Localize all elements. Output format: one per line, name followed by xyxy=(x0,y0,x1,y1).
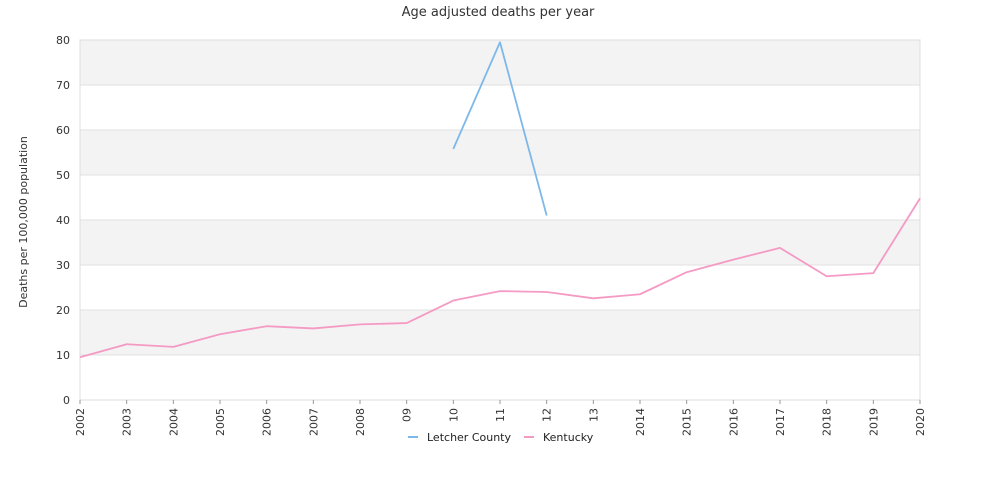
plot-band xyxy=(80,40,920,85)
x-tick-label: 12 xyxy=(541,408,554,422)
data-point xyxy=(778,245,783,250)
x-tick-label: 2006 xyxy=(261,408,274,436)
plot-band xyxy=(80,355,920,400)
data-point xyxy=(124,342,129,347)
data-point xyxy=(311,326,316,331)
plot-band xyxy=(80,220,920,265)
x-tick-label: 2018 xyxy=(821,408,834,436)
x-tick-label: 10 xyxy=(447,408,460,422)
data-point xyxy=(544,290,549,295)
y-tick-label: 40 xyxy=(56,214,70,227)
x-tick-label: 2014 xyxy=(634,408,647,436)
data-point xyxy=(218,332,223,337)
data-point xyxy=(731,257,736,262)
data-point xyxy=(591,296,596,301)
chart-title: Age adjusted deaths per year xyxy=(402,5,595,20)
data-point xyxy=(871,271,876,276)
x-tick-label: 2007 xyxy=(307,408,320,436)
plot-background-bands xyxy=(80,40,920,400)
x-axis-ticks: 2002 2003 2004 2005 2006 2007 2008 09 10 11 12 13 20… xyxy=(74,400,927,436)
x-tick-label: 2003 xyxy=(121,408,134,436)
y-tick-label: 80 xyxy=(56,34,70,47)
data-point xyxy=(824,274,829,279)
x-tick-label: 2016 xyxy=(727,408,740,436)
x-tick-label: 2005 xyxy=(214,408,227,436)
x-tick-label: 2019 xyxy=(867,408,880,436)
y-tick-label: 0 xyxy=(63,394,70,407)
series-line-letcher-county xyxy=(452,41,548,216)
x-tick-label: 09 xyxy=(401,408,414,422)
x-tick-label: 11 xyxy=(494,408,507,422)
x-tick-label: 2020 xyxy=(914,408,927,436)
plot-band xyxy=(80,265,920,310)
data-point xyxy=(171,344,176,349)
data-point xyxy=(638,292,643,297)
data-point xyxy=(451,298,456,303)
x-tick-label: 2008 xyxy=(354,408,367,436)
data-point xyxy=(451,146,456,151)
plot-band xyxy=(80,175,920,220)
series-lines xyxy=(78,40,923,360)
data-point xyxy=(684,270,689,275)
data-point xyxy=(78,355,83,360)
x-tick-label: 2002 xyxy=(74,408,87,436)
y-tick-label: 10 xyxy=(56,349,70,362)
x-tick-label: 13 xyxy=(587,408,600,422)
y-tick-label: 30 xyxy=(56,259,70,272)
plot-band xyxy=(80,85,920,130)
y-tick-label: 20 xyxy=(56,304,70,317)
data-point xyxy=(544,213,549,218)
data-point xyxy=(264,324,269,329)
legend-label: Kentucky xyxy=(543,431,594,444)
data-point xyxy=(404,321,409,326)
legend: Letcher County Kentucky xyxy=(408,431,594,444)
data-point xyxy=(498,289,503,294)
series-line-kentucky xyxy=(79,197,921,359)
x-tick-label: 2017 xyxy=(774,408,787,436)
data-point xyxy=(498,40,503,45)
data-point xyxy=(918,196,923,201)
x-tick-label: 2004 xyxy=(167,408,180,436)
plot-band xyxy=(80,130,920,175)
plot-band xyxy=(80,310,920,355)
legend-label: Letcher County xyxy=(427,431,511,444)
y-tick-label: 50 xyxy=(56,169,70,182)
data-point xyxy=(358,322,363,327)
y-axis-label: Deaths per 100,000 population xyxy=(17,136,30,308)
y-axis-ticks: 0 10 20 30 40 50 60 70 80 xyxy=(56,34,70,407)
x-tick-label: 2015 xyxy=(681,408,694,436)
y-tick-label: 70 xyxy=(56,79,70,92)
y-tick-label: 60 xyxy=(56,124,70,137)
